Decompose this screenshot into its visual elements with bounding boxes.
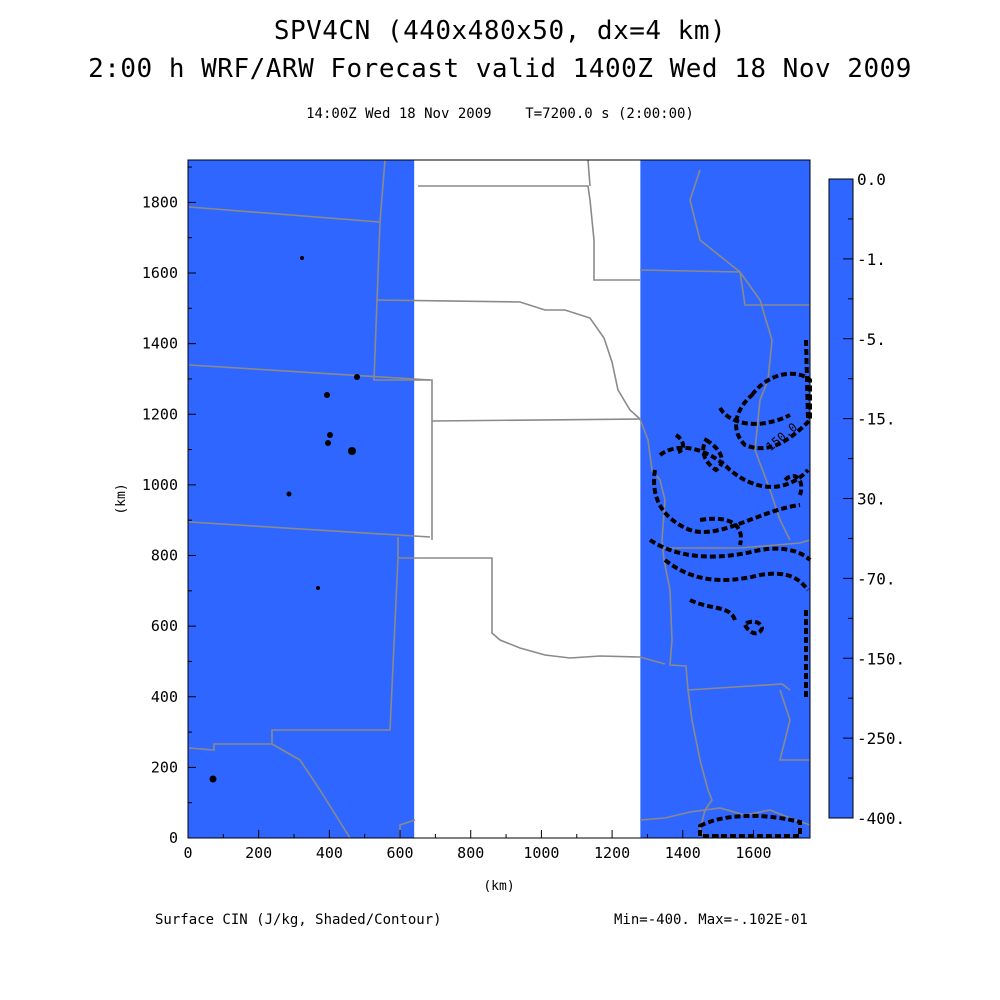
- contour-cell: [209, 775, 217, 783]
- contour-cell: [348, 447, 356, 455]
- contour-line: [701, 437, 724, 473]
- y-tick-label: 800: [151, 547, 178, 565]
- contour-line: [698, 813, 802, 838]
- border-line: [664, 539, 811, 549]
- colorbar-label: -15.: [857, 410, 896, 429]
- contour-line: [783, 474, 804, 496]
- contour-line: [674, 433, 685, 454]
- border-line: [639, 269, 810, 306]
- border-line: [418, 185, 640, 281]
- shaded-region: [640, 160, 810, 838]
- border-line: [687, 683, 791, 691]
- y-tick-label: 0: [169, 829, 178, 847]
- contour-line: [742, 619, 765, 636]
- border-line: [739, 271, 773, 401]
- plot-title: SPV4CN (440x480x50, dx=4 km): [273, 16, 727, 46]
- x-tick-label: 0: [183, 844, 192, 862]
- border-line: [375, 299, 641, 420]
- contour-line: [648, 538, 812, 562]
- colorbar-label: 0.0: [857, 170, 886, 189]
- contour-line: [718, 406, 791, 426]
- x-tick-label: 400: [316, 844, 343, 862]
- x-tick-label: 1200: [594, 844, 630, 862]
- y-axis-label: (km): [114, 483, 129, 514]
- x-tick-label: 1000: [523, 844, 559, 862]
- x-tick-label: 1400: [665, 844, 701, 862]
- colorbar-label: -70.: [857, 569, 896, 588]
- border-line: [689, 169, 741, 273]
- contour-cell: [327, 432, 333, 438]
- border-line: [398, 557, 666, 665]
- x-tick-label: 600: [386, 844, 413, 862]
- border-line: [639, 418, 689, 691]
- contour-cell: [300, 256, 304, 260]
- isolated-contours: [209, 256, 360, 783]
- contour-line: [658, 445, 810, 489]
- state-borders: [188, 159, 811, 839]
- colorbar-label: 30.: [857, 490, 886, 509]
- x-tick-label: 1600: [735, 844, 771, 862]
- valid-time: 14:00Z Wed 18 Nov 2009: [306, 106, 492, 122]
- border-line: [431, 418, 641, 422]
- contour-line: [804, 339, 810, 421]
- x-tick-label: 800: [457, 844, 484, 862]
- y-tick-label: 1600: [142, 264, 178, 282]
- shade-layer: [188, 160, 810, 838]
- shaded-region: [188, 160, 415, 838]
- x-tick-label: 200: [245, 844, 272, 862]
- border-line: [188, 537, 399, 751]
- cin-contours: [648, 339, 812, 838]
- colorbar-label: -400.: [857, 809, 905, 828]
- border-line: [271, 743, 351, 839]
- plot-subtitle: 2:00 h WRF/ARW Forecast valid 1400Z Wed …: [88, 54, 912, 84]
- y-tick-label: 600: [151, 617, 178, 635]
- y-tick-label: 400: [151, 688, 178, 706]
- y-tick-label: 1800: [142, 193, 178, 211]
- border-line: [188, 521, 431, 538]
- plot-frame: [187, 159, 811, 839]
- colorbar-label: -250.: [857, 729, 905, 748]
- colorbar: 0.0 -1. -5. -15. 30. -70. -150. -250. -400.: [828, 170, 905, 828]
- y-tick-label: 200: [151, 758, 178, 776]
- contour-cell: [324, 392, 330, 398]
- colorbar-label: -1.: [857, 250, 886, 269]
- colorbar-label: -150.: [857, 649, 905, 668]
- y-tick-label: 1200: [142, 405, 178, 423]
- time-line: 14:00Z Wed 18 Nov 2009 T=7200.0 s (2:00:…: [0, 106, 1000, 122]
- border-line: [639, 807, 811, 826]
- contour-line: [663, 558, 810, 592]
- border-line: [587, 159, 591, 187]
- contour-line: [689, 598, 737, 621]
- contour-cell: [325, 440, 331, 446]
- border-line: [188, 364, 431, 381]
- contour-cell: [354, 374, 360, 380]
- border-line: [373, 221, 433, 540]
- contour-cell: [286, 491, 292, 497]
- y-tick-label: 1400: [142, 335, 178, 353]
- field-label: Surface CIN (J/kg, Shaded/Contour): [155, 912, 442, 928]
- contour-cell: [316, 586, 320, 590]
- border-line: [754, 399, 791, 541]
- colorbar-label: -5.: [857, 330, 886, 349]
- x-axis-label: (km): [483, 879, 514, 894]
- border-line: [778, 689, 810, 761]
- y-tick-label: 1000: [142, 476, 178, 494]
- min-max-label: Min=-400. Max=-.102E-01: [614, 912, 808, 928]
- axes-layer: 0 200 400 600 800 1000 1200 1400 1600 0 200 400 600 8…: [142, 159, 811, 862]
- contour-line: [652, 469, 801, 534]
- model-time: T=7200.0 s (2:00:00): [525, 106, 694, 122]
